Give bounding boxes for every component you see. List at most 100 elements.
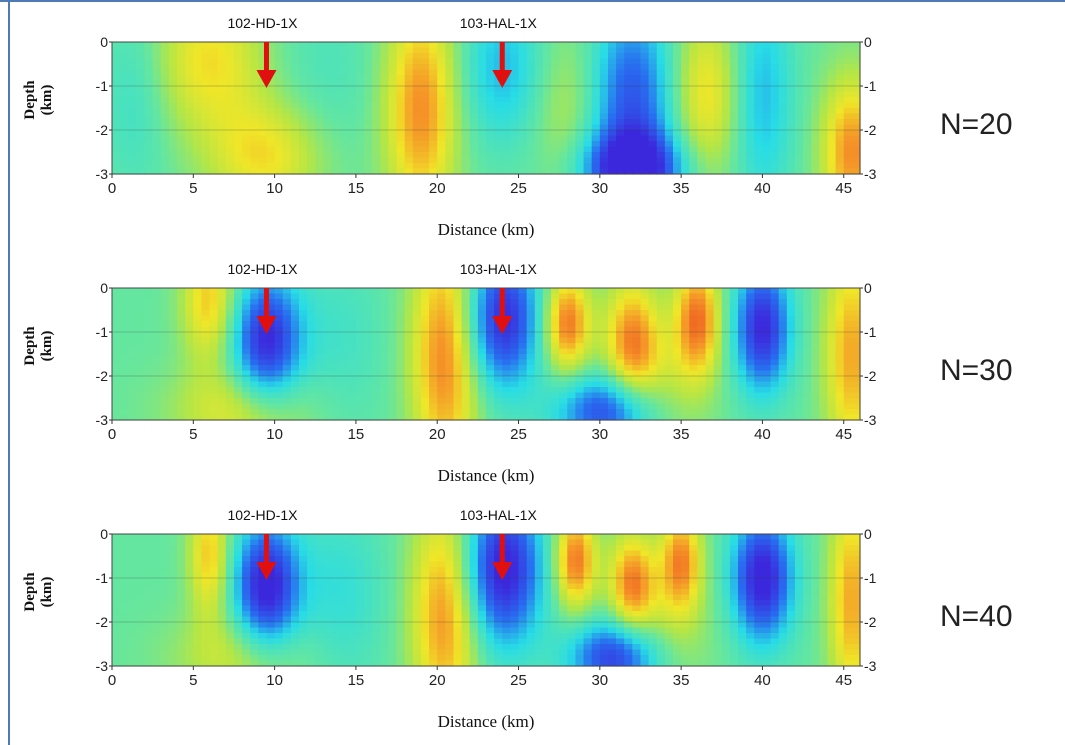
heatmap-cell bbox=[242, 572, 251, 579]
heatmap-cell bbox=[583, 348, 593, 355]
heatmap-cell bbox=[486, 310, 495, 317]
heatmap-cell bbox=[136, 370, 146, 377]
heatmap-cell bbox=[364, 370, 373, 377]
heatmap-cell bbox=[307, 86, 316, 93]
heatmap-cell bbox=[624, 310, 633, 317]
heatmap-cell bbox=[250, 387, 259, 394]
heatmap-cell bbox=[754, 64, 764, 71]
heatmap-cell bbox=[486, 163, 495, 170]
heatmap-cell bbox=[396, 91, 406, 98]
heatmap-cell bbox=[697, 75, 707, 82]
heatmap-cell bbox=[128, 545, 137, 552]
heatmap-cell bbox=[705, 354, 715, 361]
heatmap-cell bbox=[461, 141, 471, 148]
heatmap-cell bbox=[681, 414, 690, 421]
heatmap-cell bbox=[567, 64, 577, 71]
heatmap-cell bbox=[664, 332, 674, 339]
heatmap-cell bbox=[819, 102, 829, 109]
heatmap-cell bbox=[152, 293, 162, 300]
heatmap-cell bbox=[420, 315, 430, 322]
heatmap-cell bbox=[599, 392, 609, 399]
heatmap-cell bbox=[567, 337, 577, 344]
heatmap-cell bbox=[746, 332, 755, 339]
heatmap-cell bbox=[526, 376, 536, 383]
heatmap-cell bbox=[827, 348, 837, 355]
heatmap-cell bbox=[453, 108, 463, 115]
heatmap-cell bbox=[591, 354, 601, 361]
heatmap-cell bbox=[120, 409, 129, 416]
heatmap-cell bbox=[258, 572, 268, 579]
heatmap-cell bbox=[721, 108, 731, 115]
heatmap-cell bbox=[225, 409, 235, 416]
heatmap-cell bbox=[583, 414, 593, 421]
heatmap-cell bbox=[201, 578, 211, 585]
heatmap-cell bbox=[648, 409, 658, 416]
heatmap-cell bbox=[542, 69, 552, 76]
heatmap-cell bbox=[583, 359, 593, 366]
heatmap-cell bbox=[136, 113, 146, 120]
heatmap-cell bbox=[721, 365, 731, 372]
heatmap-cell bbox=[404, 119, 414, 126]
heatmap-cell bbox=[786, 304, 796, 311]
heatmap-cell bbox=[323, 168, 333, 175]
x-tick-label: 25 bbox=[510, 180, 527, 197]
heatmap-cell bbox=[778, 69, 788, 76]
heatmap-cell bbox=[827, 288, 837, 295]
heatmap-cell bbox=[339, 75, 349, 82]
heatmap-cell bbox=[835, 135, 845, 142]
heatmap-cell bbox=[290, 130, 300, 137]
heatmap-cell bbox=[242, 649, 251, 656]
heatmap-cell bbox=[738, 91, 747, 98]
heatmap-cell bbox=[282, 135, 292, 142]
heatmap-cell bbox=[835, 163, 845, 170]
heatmap-cell bbox=[746, 69, 755, 76]
heatmap-cell bbox=[112, 633, 121, 640]
heatmap-cell bbox=[526, 86, 536, 93]
heatmap-cell bbox=[486, 315, 495, 322]
heatmap-cell bbox=[510, 354, 520, 361]
heatmap-cell bbox=[477, 337, 487, 344]
heatmap-cell bbox=[526, 64, 536, 71]
heatmap-cell bbox=[681, 80, 690, 87]
heatmap-cell bbox=[843, 304, 853, 311]
heatmap-cell bbox=[794, 119, 804, 126]
heatmap-cell bbox=[209, 539, 219, 546]
heatmap-cell bbox=[697, 293, 707, 300]
heatmap-cell bbox=[786, 293, 796, 300]
heatmap-cell bbox=[656, 403, 666, 410]
heatmap-cell bbox=[136, 398, 146, 405]
heatmap-cell bbox=[640, 124, 650, 131]
heatmap-cell bbox=[412, 403, 422, 410]
y-tick-label-right: 0 bbox=[864, 34, 872, 50]
heatmap-cell bbox=[201, 539, 211, 546]
heatmap-cell bbox=[648, 119, 658, 126]
heatmap-cell bbox=[136, 337, 146, 344]
heatmap-cell bbox=[233, 86, 243, 93]
heatmap-cell bbox=[209, 321, 219, 328]
depth-section-panel-1: 0 0 -1 -1 -2 -2 -3 -3 0 5 10 15 20 25 30 35 40 45 Distance… bbox=[12, 8, 882, 248]
heatmap-cell bbox=[185, 141, 194, 148]
heatmap-cell bbox=[242, 53, 251, 60]
heatmap-cell bbox=[616, 91, 625, 98]
heatmap-cell bbox=[542, 102, 552, 109]
heatmap-cell bbox=[713, 102, 723, 109]
heatmap-cell bbox=[217, 102, 227, 109]
heatmap-cell bbox=[420, 321, 430, 328]
heatmap-cell bbox=[144, 91, 154, 98]
heatmap-cell bbox=[664, 321, 674, 328]
heatmap-cell bbox=[233, 381, 243, 388]
heatmap-cell bbox=[282, 97, 292, 104]
heatmap-cell bbox=[160, 376, 170, 383]
heatmap-cell bbox=[120, 64, 129, 71]
heatmap-cell bbox=[388, 53, 398, 60]
heatmap-cell bbox=[193, 124, 203, 131]
heatmap-cell bbox=[136, 534, 146, 541]
heatmap-cell bbox=[770, 398, 780, 405]
heatmap-cell bbox=[453, 359, 463, 366]
heatmap-cell bbox=[380, 293, 390, 300]
heatmap-cell bbox=[299, 168, 308, 175]
heatmap-cell bbox=[762, 42, 772, 49]
heatmap-cell bbox=[510, 108, 520, 115]
heatmap-cell bbox=[242, 611, 251, 618]
heatmap-cell bbox=[290, 163, 300, 170]
